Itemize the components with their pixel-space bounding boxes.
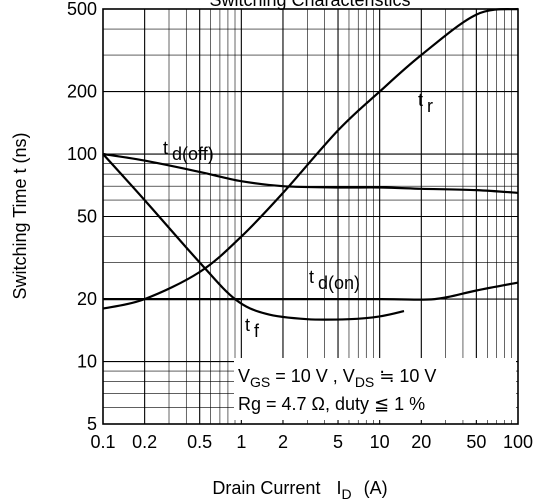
x-axis-label-sub: D <box>341 486 351 502</box>
series-label-td-off-sub: d(off) <box>172 144 214 164</box>
cond1-ds: DS <box>355 374 374 390</box>
series-label-tf-sub: f <box>254 321 260 341</box>
series-line-1 <box>102 7 519 310</box>
x-tick-label: 5 <box>333 432 343 452</box>
condition-line-1: VGS = 10 V , VDS ≒ 10 V <box>238 366 436 390</box>
series-label-tr-sub: r <box>427 96 433 116</box>
cond1-mid: = 10 V , V <box>270 366 355 386</box>
chart-title: Switching Characteristics <box>209 0 410 10</box>
series-label-td-off: t d(off) <box>163 138 214 164</box>
x-axis-label: Drain Current ID (A) <box>212 478 387 502</box>
plot-area-frame <box>102 8 519 425</box>
y-tick-label: 200 <box>67 82 97 102</box>
x-tick-label: 0.5 <box>187 432 212 452</box>
x-tick-labels: 0.1 0.2 0.5 1 2 5 10 20 50 100 <box>90 432 533 452</box>
x-tick-label: 20 <box>411 432 431 452</box>
y-tick-labels: 5 10 20 50 100 200 500 <box>67 0 97 434</box>
x-tick-label: 0.1 <box>90 432 115 452</box>
series-line-2 <box>103 281 519 301</box>
y-axis-label: Switching Time t (ns) <box>10 132 30 299</box>
y-tick-label: 5 <box>87 414 97 434</box>
series-label-td-on: t d(on) <box>309 267 360 293</box>
x-tick-label: 2 <box>278 432 288 452</box>
cond1-v: V <box>238 366 250 386</box>
cond1-gs: GS <box>250 374 270 390</box>
series-line-0 <box>102 152 519 194</box>
conditions-box: VGS = 10 V , VDS ≒ 10 V Rg = 4.7 Ω, duty… <box>234 358 516 420</box>
conditions-box-background <box>234 358 516 420</box>
series-label-td-off-sym: t <box>163 138 168 158</box>
series-line-3 <box>102 153 405 321</box>
condition-line-2: Rg = 4.7 Ω, duty ≦ 1 % <box>238 394 425 414</box>
series-label-tr-sym: t <box>418 90 423 110</box>
x-tick-label: 50 <box>466 432 486 452</box>
y-tick-label: 500 <box>67 0 97 19</box>
series-label-td-on-sub: d(on) <box>318 273 360 293</box>
x-tick-label: 100 <box>503 432 533 452</box>
x-tick-label: 0.2 <box>132 432 157 452</box>
x-tick-label: 1 <box>236 432 246 452</box>
x-axis-label-main: Drain Current <box>212 478 320 498</box>
x-tick-label: 10 <box>370 432 390 452</box>
x-axis-label-unit: (A) <box>364 478 388 498</box>
series-lines <box>102 7 519 321</box>
y-tick-label: 100 <box>67 144 97 164</box>
x-axis-label-symbol: I <box>336 478 341 498</box>
cond1-end: ≒ 10 V <box>374 366 436 386</box>
series-label-td-on-sym: t <box>309 267 314 287</box>
series-label-tf-sym: t <box>245 315 250 335</box>
y-tick-label: 20 <box>77 289 97 309</box>
y-tick-label: 10 <box>77 352 97 372</box>
y-tick-label: 50 <box>77 207 97 227</box>
